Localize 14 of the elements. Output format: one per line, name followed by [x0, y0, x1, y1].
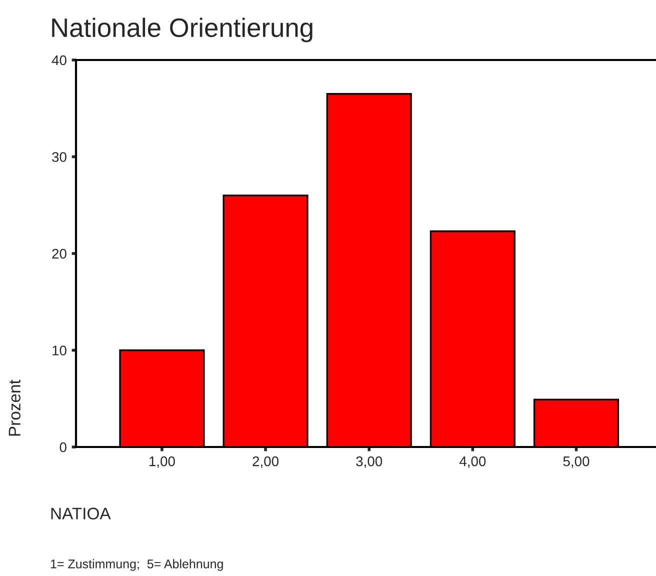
y-tick-label: 20 [52, 248, 66, 259]
y-tick-label: 0 [60, 442, 66, 452]
y-tick-label: 40 [52, 55, 66, 66]
x-axis-title: NATIOA [51, 508, 111, 520]
y-tick-label: 30 [52, 152, 66, 162]
x-tick-label: 1,00 [150, 456, 175, 468]
text: 1= Zustimmung; 5= Ablehnung [50, 559, 223, 571]
x-tick-label: 4,00 [459, 456, 486, 468]
x-tick-label: 3,00 [356, 456, 382, 468]
x-tick-label: 2,00 [252, 456, 279, 468]
y-tick-label: 10 [52, 346, 66, 356]
x-tick-label: 5,00 [563, 456, 590, 468]
y-axis-title: Prozent [8, 380, 21, 436]
chart-title: Nationale Orientierung [52, 18, 312, 42]
